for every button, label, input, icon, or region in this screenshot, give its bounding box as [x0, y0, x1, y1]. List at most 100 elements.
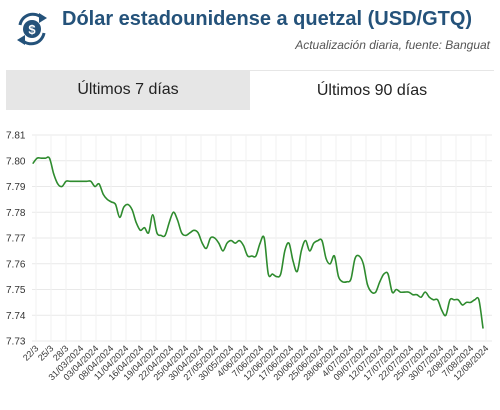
data-point — [152, 214, 154, 216]
data-point — [461, 304, 463, 306]
data-point — [81, 180, 84, 182]
data-point — [65, 180, 67, 182]
data-point — [342, 281, 344, 283]
header: $ Dólar estadounidense a quetzal (USD/GT… — [0, 0, 500, 62]
data-point — [102, 193, 104, 195]
svg-text:$: $ — [28, 22, 36, 37]
data-point — [288, 242, 290, 244]
data-point — [259, 242, 261, 244]
data-point — [209, 237, 212, 239]
data-point — [156, 232, 158, 234]
data-point — [147, 232, 150, 234]
data-point — [420, 296, 422, 298]
data-point — [441, 309, 443, 311]
data-point — [73, 180, 75, 182]
page-subtitle: Actualización diaria, fuente: Banguat — [295, 38, 490, 52]
data-point — [44, 157, 46, 159]
data-point — [40, 157, 42, 159]
data-point — [387, 273, 389, 275]
data-point — [218, 242, 220, 244]
data-point — [313, 242, 315, 244]
data-point — [131, 209, 133, 211]
tab-last-90-days[interactable]: Últimos 90 días — [250, 70, 494, 110]
data-point — [185, 234, 187, 237]
data-point — [238, 239, 241, 242]
y-tick-label: 7.79 — [6, 182, 26, 193]
data-point — [106, 198, 108, 200]
data-point — [247, 255, 249, 257]
data-point — [205, 247, 207, 249]
data-point — [160, 234, 162, 237]
data-point — [48, 157, 51, 159]
data-point — [474, 299, 476, 301]
data-point — [337, 276, 340, 278]
data-point — [164, 234, 166, 237]
data-point — [304, 239, 307, 242]
y-tick-label: 7.77 — [6, 234, 26, 245]
data-point — [251, 255, 253, 257]
data-point — [482, 327, 484, 329]
y-tick-label: 7.73 — [6, 337, 26, 348]
data-point — [358, 255, 360, 257]
data-point — [110, 201, 113, 203]
data-point — [234, 242, 236, 244]
data-point — [172, 211, 174, 213]
data-point — [201, 242, 203, 244]
data-point — [181, 232, 183, 234]
data-point — [214, 237, 216, 239]
data-point — [317, 239, 319, 242]
data-point — [275, 276, 278, 278]
data-point — [197, 232, 199, 234]
data-point — [470, 301, 472, 303]
data-point — [263, 237, 265, 239]
data-point — [457, 299, 459, 301]
data-point — [416, 294, 418, 296]
data-point — [366, 283, 369, 285]
y-tick-label: 7.74 — [6, 311, 26, 322]
data-point — [395, 288, 397, 291]
y-tick-label: 7.80 — [6, 156, 26, 167]
data-point — [379, 281, 381, 283]
data-point — [375, 291, 377, 293]
data-point — [193, 229, 195, 231]
data-point — [399, 291, 402, 293]
data-point — [139, 229, 141, 231]
data-point — [333, 255, 335, 257]
data-point — [362, 263, 364, 265]
data-point — [53, 173, 55, 175]
data-point — [478, 299, 480, 301]
data-point — [280, 273, 282, 275]
data-point — [123, 206, 125, 208]
data-point — [32, 162, 34, 164]
data-point — [453, 299, 455, 301]
data-point — [271, 273, 274, 275]
y-tick-label: 7.81 — [6, 131, 26, 142]
dollar-exchange-icon: $ — [17, 12, 47, 46]
y-tick-label: 7.78 — [6, 208, 26, 219]
data-point — [77, 180, 80, 182]
data-point — [61, 185, 63, 188]
data-point — [296, 270, 298, 273]
data-point — [445, 314, 447, 316]
chart-area: 7.73 7.74 7.75 7.76 7.77 7.78 7.79 7.80 7.81 22/… — [0, 115, 500, 405]
data-point — [86, 180, 88, 182]
data-point — [300, 250, 302, 252]
data-point — [242, 245, 245, 247]
data-point — [292, 260, 294, 262]
data-point — [329, 263, 331, 265]
data-point — [354, 258, 356, 260]
data-point — [119, 216, 121, 218]
exchange-rate-chart: 7.737.747.757.767.777.787.797.807.81 22/… — [6, 131, 492, 382]
series-line-usd-gtq — [32, 156, 484, 329]
data-point — [94, 185, 96, 188]
data-point — [135, 221, 137, 224]
data-point — [90, 180, 92, 182]
tab-last-7-days[interactable]: Últimos 7 días — [6, 70, 250, 110]
data-point — [98, 183, 100, 185]
data-point — [370, 291, 373, 293]
data-point — [391, 291, 393, 293]
data-point — [36, 157, 38, 159]
period-tabs: Últimos 7 días Últimos 90 días — [6, 70, 494, 110]
data-point — [114, 203, 117, 206]
data-point — [449, 299, 451, 301]
